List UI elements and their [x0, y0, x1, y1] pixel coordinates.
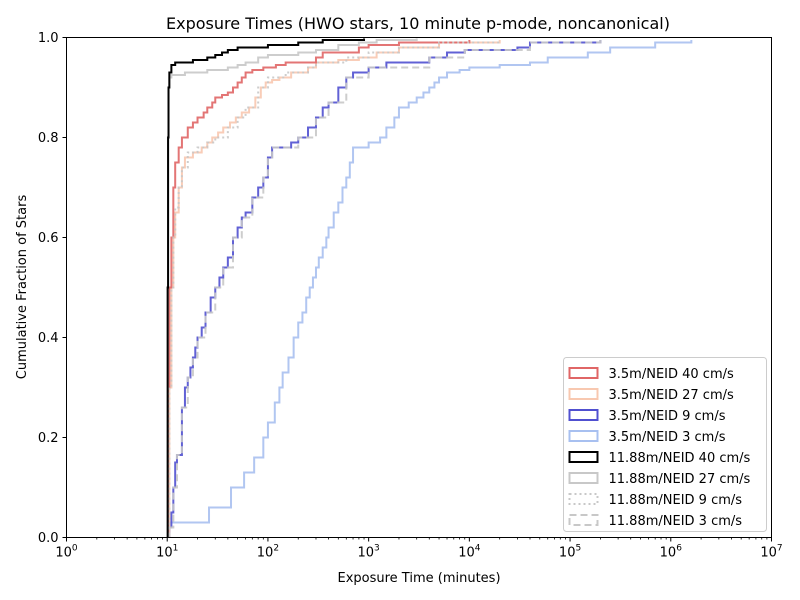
y-tick-label-3: 0.6 [38, 231, 59, 246]
x-tick-label-5: 105 [559, 544, 581, 561]
y-tick-label-4: 0.8 [38, 131, 59, 146]
legend-label-2: 3.5m/NEID 9 cm/s [609, 409, 726, 424]
chart-title: Exposure Times (HWO stars, 10 minute p-m… [166, 14, 670, 33]
series-line-0 [167, 40, 471, 538]
legend-swatch-7 [568, 514, 599, 526]
y-axis: 0.0 0.2 0.4 0.6 0.8 1.0 [38, 31, 67, 546]
legend-label-1: 3.5m/NEID 27 cm/s [609, 388, 734, 403]
y-tick-label-0: 0.0 [38, 531, 59, 546]
legend-swatch-3 [568, 430, 599, 442]
x-tick-label-0: 100 [55, 544, 78, 561]
series-line-3 [167, 40, 693, 538]
legend-label-3: 3.5m/NEID 3 cm/s [609, 430, 726, 445]
legend-label-4: 11.88m/NEID 40 cm/s [609, 451, 751, 466]
legend-label-6: 11.88m/NEID 9 cm/s [609, 493, 743, 508]
x-axis: 100 101 102 103 104 105 106 107 [55, 537, 783, 561]
legend-swatch-5 [568, 472, 599, 484]
y-tick-label-1: 0.2 [38, 431, 59, 446]
y-tick-label-2: 0.4 [38, 331, 59, 346]
x-axis-label: Exposure Time (minutes) [337, 571, 500, 586]
legend-frame [563, 357, 767, 532]
series-line-2 [167, 40, 602, 538]
x-tick-label-7: 107 [760, 544, 782, 561]
legend-swatch-1 [568, 388, 599, 400]
legend-swatch-6 [568, 493, 599, 505]
series-line-7 [167, 40, 602, 538]
legend-label-5: 11.88m/NEID 27 cm/s [609, 472, 751, 487]
x-tick-label-3: 103 [358, 544, 380, 561]
x-tick-label-1: 101 [156, 544, 178, 561]
legend-swatch-0 [568, 367, 599, 379]
legend-swatch-2 [568, 409, 599, 421]
legend-swatch-4 [568, 451, 599, 463]
x-tick-label-4: 104 [458, 544, 481, 561]
series-layer [166, 38, 693, 538]
y-axis-label: Cumulative Fraction of Stars [15, 195, 30, 380]
series-line-4 [166, 38, 366, 538]
x-tick-label-2: 102 [257, 544, 279, 561]
series-line-6 [167, 40, 501, 538]
x-tick-label-6: 106 [660, 544, 683, 561]
legend: 3.5m/NEID 40 cm/s 3.5m/NEID 27 cm/s 3.5m/N… [563, 357, 767, 532]
legend-label-7: 11.88m/NEID 3 cm/s [609, 514, 743, 529]
legend-label-0: 3.5m/NEID 40 cm/s [609, 367, 734, 382]
series-line-1 [167, 40, 501, 538]
plot-frame [66, 37, 772, 538]
y-tick-label-5: 1.0 [38, 31, 59, 46]
